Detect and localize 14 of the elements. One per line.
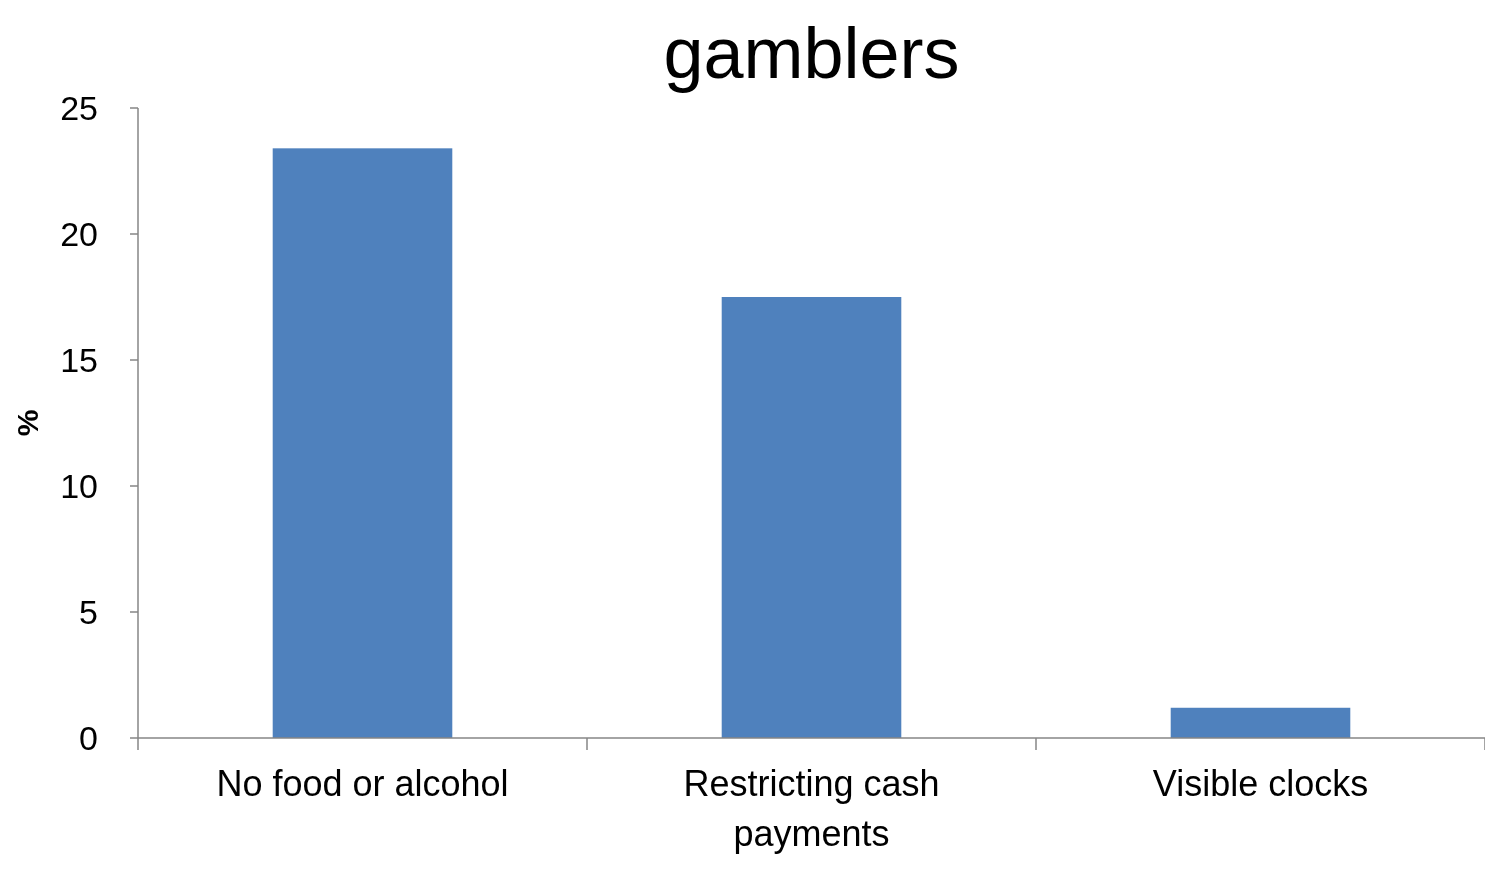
y-tick-label: 15 — [60, 340, 98, 379]
y-tick-label: 5 — [79, 592, 98, 631]
y-tick-label: 0 — [79, 718, 98, 757]
chart-title: gamblers — [663, 13, 960, 93]
bar — [272, 148, 453, 738]
bar — [1170, 707, 1351, 738]
x-tick-label: Restricting cash payments — [683, 763, 940, 855]
x-tick-label: Visible clocks — [1152, 763, 1369, 804]
bar — [721, 297, 902, 738]
y-tick-label: 20 — [60, 214, 98, 253]
x-tick-label: No food or alcohol — [216, 763, 509, 804]
y-tick-label: 25 — [60, 88, 98, 127]
y-tick-label: 10 — [60, 466, 98, 505]
y-axis-title: % — [11, 409, 44, 437]
